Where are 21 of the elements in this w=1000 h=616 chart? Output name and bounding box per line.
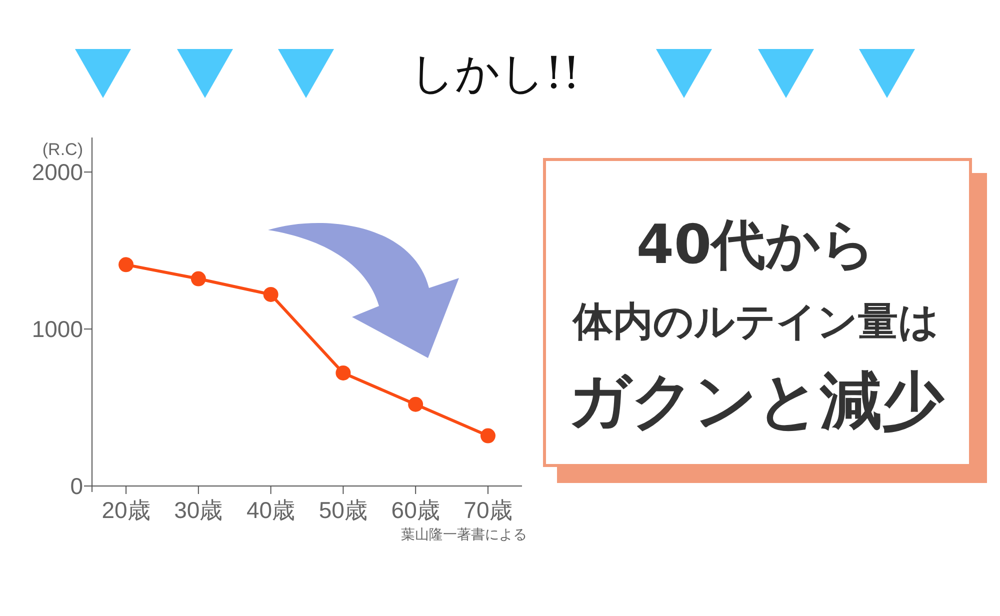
x-tick-label: 30歳: [174, 497, 223, 523]
text: 40代から: [636, 213, 876, 276]
point: [190, 271, 206, 286]
point: [336, 365, 351, 380]
x-tick-label: 70歳: [464, 497, 512, 523]
text: 葉山隆一著書による: [401, 526, 527, 542]
y-tick-label: 2000: [32, 159, 83, 186]
x-tick-label: 40歳: [246, 497, 296, 523]
y-axis-title: (R.C): [42, 140, 83, 159]
x-tick-label: 50歳: [318, 497, 368, 523]
x-tick-label: 60歳: [391, 497, 440, 523]
chart-title: しかし!!: [410, 48, 580, 99]
x-tick-label: 20歳: [102, 497, 150, 523]
point: [118, 257, 134, 272]
y-tick-label: 0: [70, 473, 83, 499]
point: [263, 286, 278, 302]
y-tick-label: 1000: [32, 316, 83, 342]
text: ガクンと減少: [568, 364, 945, 437]
point: [408, 396, 424, 412]
text: 体内のルテイン量は: [571, 299, 939, 345]
point: [480, 428, 496, 444]
